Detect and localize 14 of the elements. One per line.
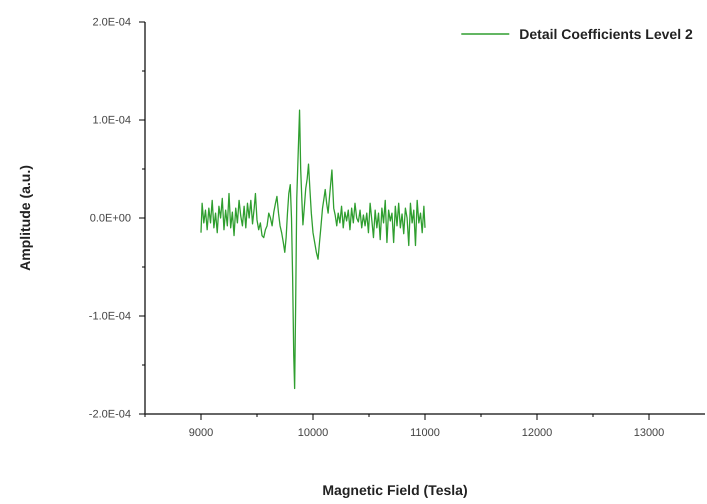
line-series [200,110,426,390]
y-tick-label: 1.0E-04 [92,114,131,127]
y-tick-label: -2.0E-04 [88,408,131,421]
x-tick-label: 12000 [522,426,552,439]
y-tick-label: 0.0E+00 [90,212,131,225]
y-tick-label: -1.0E-04 [88,310,131,323]
x-tick-label: 13000 [634,426,664,439]
y-axis-title: Amplitude (a.u.) [17,165,33,271]
x-tick-label: 10000 [298,426,328,439]
y-tick-label: 2.0E-04 [92,16,131,29]
x-tick-label: 9000 [188,426,214,439]
x-axis-title: Magnetic Field (Tesla) [322,482,468,498]
legend-label: Detail Coefficients Level 2 [519,26,693,42]
x-tick-label: 11000 [410,426,440,439]
